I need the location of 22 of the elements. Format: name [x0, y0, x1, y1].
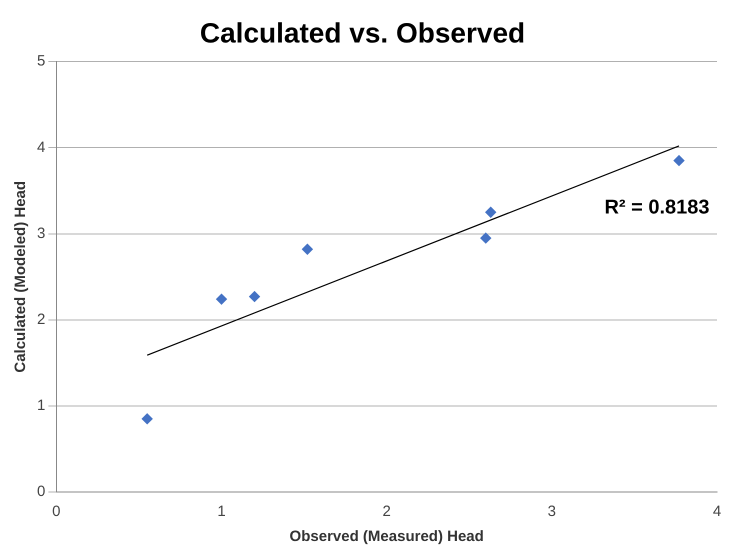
y-tick-label: 4 [37, 138, 46, 156]
x-tick-label: 2 [382, 503, 391, 520]
chart-title: Calculated vs. Observed [200, 18, 526, 49]
y-tick-label: 3 [37, 224, 46, 242]
point [485, 206, 496, 218]
y-tick-label: 5 [37, 52, 46, 70]
point [302, 244, 313, 255]
y-tick-label: 0 [37, 483, 46, 500]
x-axis-title: Observed (Measured) Head [290, 528, 484, 546]
y-axis-title: Calculated (Modeled) Head [12, 180, 30, 373]
annotation: R² = 0.8183 [604, 196, 710, 218]
point [480, 232, 492, 244]
point [142, 413, 153, 424]
x-tick-label: 4 [712, 503, 722, 520]
point [216, 294, 228, 305]
x-tick-label: 0 [52, 503, 61, 520]
x-tick-label: 3 [548, 503, 556, 520]
point [249, 291, 260, 302]
point [674, 155, 685, 166]
y-tick-label: 2 [37, 310, 46, 328]
y-tick-label: 1 [37, 397, 46, 414]
x-tick-label: 1 [217, 503, 226, 520]
